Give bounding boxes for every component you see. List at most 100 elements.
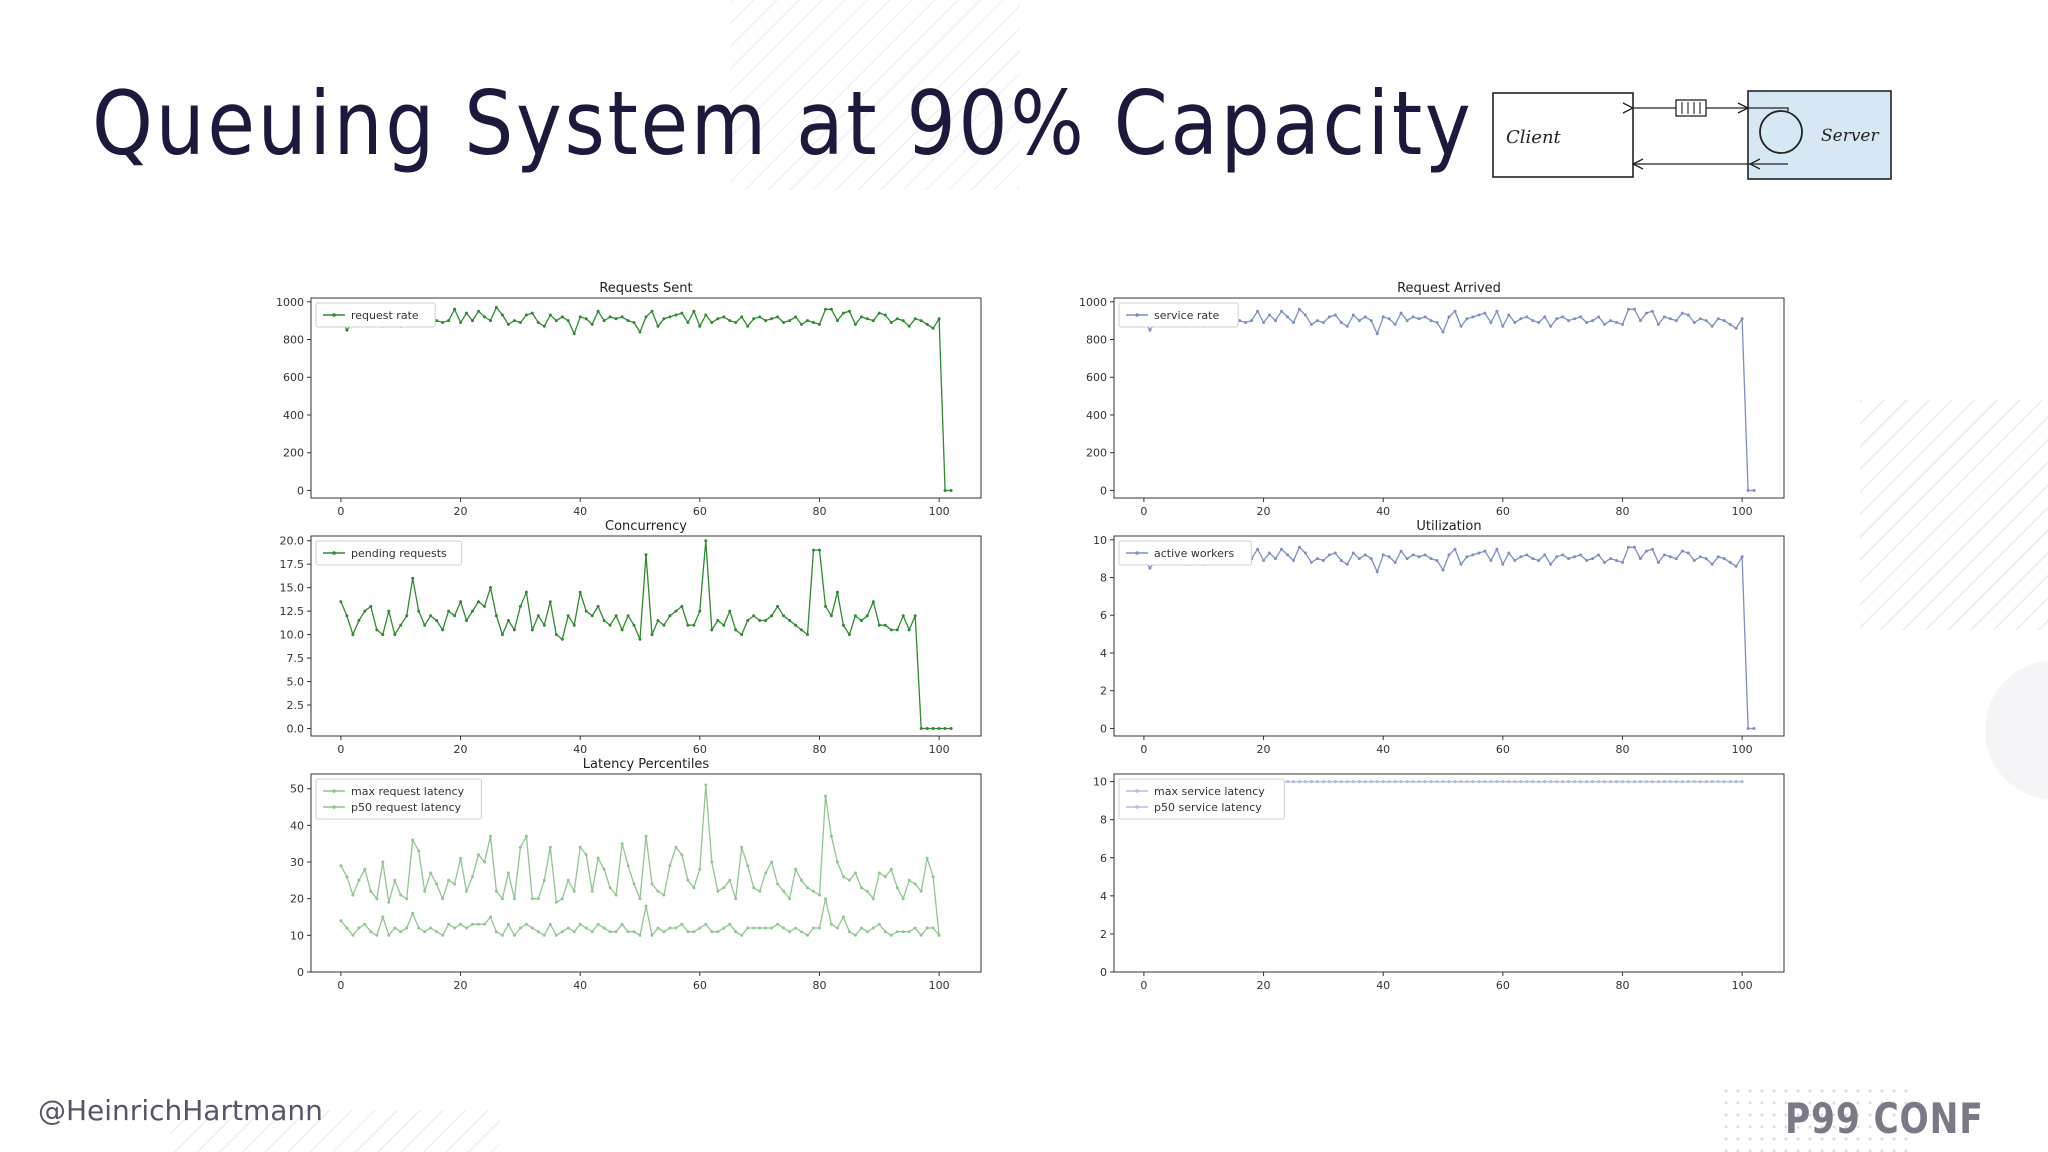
data-point [1256,309,1260,313]
data-point [1262,321,1266,324]
data-point [1405,557,1409,561]
chart-title: Concurrency [605,519,687,534]
data-point [1315,780,1319,784]
data-point [429,614,433,618]
data-point [1686,313,1690,317]
data-point [1465,555,1469,559]
data-point [931,875,935,879]
data-point [1501,780,1505,784]
data-point [542,623,546,627]
x-tick-label: 40 [573,743,587,756]
data-point [859,315,863,319]
data-point [644,553,648,557]
data-point [351,893,355,897]
data-point [1680,780,1684,784]
legend-label: p50 request latency [351,801,462,814]
plot-frame [310,535,982,737]
data-point [1728,780,1732,784]
data-point [1303,551,1307,555]
data-point [829,834,833,838]
data-point [853,871,857,875]
data-point [1351,780,1355,784]
data-point [1662,780,1666,784]
data-point [399,930,403,934]
data-point [1453,780,1457,784]
data-point [925,926,929,930]
data-point [1465,780,1469,784]
data-point [1381,553,1385,557]
data-point [459,856,463,860]
data-point [1363,315,1367,319]
x-tick-label: 80 [812,743,826,756]
data-point [740,845,744,849]
data-point [1692,321,1696,324]
data-point [835,926,839,930]
data-point [536,321,540,324]
data-point [937,317,941,321]
data-point [913,926,917,930]
data-point [740,315,744,319]
data-point [716,619,720,622]
chart-utilization: Utilization 0 20 40 60 80 100 0 2 4 6 8 10 active wor… [1093,519,1785,756]
data-point [572,930,576,934]
data-point [483,860,486,864]
data-point [1268,313,1271,317]
data-point [824,897,827,901]
data-point [740,933,744,937]
data-point [1740,780,1744,784]
data-point [704,539,708,543]
data-point [447,319,451,323]
data-point [536,897,540,901]
data-point [1303,313,1307,317]
data-point [1309,560,1313,564]
data-point [500,933,504,937]
data-point [889,321,893,324]
data-point [512,933,516,937]
data-point [901,930,905,934]
data-point [1327,780,1331,784]
data-point [1411,780,1415,784]
data-point [357,878,361,882]
data-point [608,886,612,890]
data-point [1561,780,1565,784]
data-point [1339,321,1343,324]
data-point [1459,780,1463,784]
data-point [1327,315,1331,319]
data-point [722,926,726,930]
data-point [1609,557,1612,561]
data-point [1585,321,1589,324]
data-point [620,922,624,926]
data-point [728,319,732,323]
data-point [853,322,857,326]
data-point [1345,324,1349,328]
data-point [835,319,839,323]
data-point [1244,321,1248,324]
data-point [429,926,433,930]
data-point [1686,551,1690,555]
data-point [776,882,780,886]
data-point [656,619,660,622]
data-point [1549,562,1553,566]
queue-box [1675,99,1707,117]
data-point [1710,780,1714,784]
chart-title: Latency Percentiles [583,757,710,772]
x-tick-label: 20 [454,743,468,756]
data-point [1489,559,1493,562]
data-point [1650,309,1654,313]
data-point [363,609,367,613]
data-point [883,313,887,317]
data-point [554,900,558,904]
data-point [895,930,899,934]
data-point [1351,313,1355,317]
y-tick-label: 1000 [276,296,304,309]
data-point [758,889,762,893]
data-point [644,904,648,908]
data-point [483,315,486,319]
data-point [411,838,415,842]
data-point [1339,559,1343,562]
data-point [818,893,821,897]
data-point [919,933,923,937]
y-tick-label: 2.5 [287,699,305,712]
data-point [1567,557,1571,561]
data-point [1292,321,1295,324]
